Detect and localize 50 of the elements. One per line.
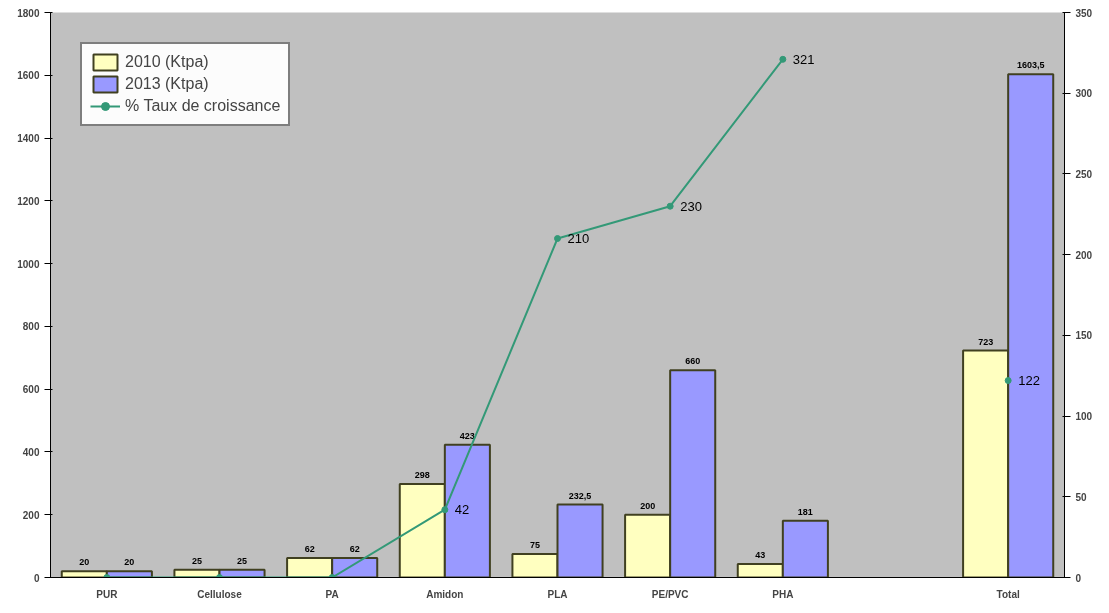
x-tick-label: PUR [96,588,119,600]
x-tick-label: Amidon [426,588,464,600]
y2-tick-label: 50 [1075,491,1088,503]
data-label: 122 [1018,373,1040,389]
data-label: 423 [459,430,475,441]
y2-tick-label: 250 [1075,168,1093,180]
data-label: 232,5 [568,490,592,501]
x-tick-label: PA [325,588,339,600]
y-tick-label: 600 [22,384,40,396]
y-tick-label: 200 [22,509,40,521]
y2-tick-label: 100 [1075,411,1093,423]
data-label: 723 [978,336,994,347]
data-label: 43 [755,550,766,560]
y-tick-label: 1800 [17,7,40,19]
x-tick-label: Total [996,588,1020,600]
x-tick-label: PHA [772,588,794,600]
x-tick-label: PE/PVC [651,588,689,600]
data-label: 62 [304,544,315,555]
y2-tick-label: 200 [1075,249,1093,261]
data-label: 42 [454,502,470,518]
data-label: 25 [237,555,248,566]
data-label: 62 [349,544,360,555]
legend-label: % Taux de croissance [125,97,281,115]
data-label: 75 [529,539,540,550]
data-label: 25 [191,555,202,566]
data-label: 181 [797,506,813,517]
y-tick-label: 1600 [17,70,40,82]
data-label: 321 [792,51,815,67]
data-label: 1603,5 [1016,60,1045,71]
x-tick-label: Cellulose [197,588,243,600]
y-tick-label: 800 [22,321,40,333]
y-tick-label: 400 [22,446,40,458]
y2-tick-label: 350 [1075,7,1093,19]
data-label: 660 [685,356,701,367]
x-tick-label: PLA [547,588,568,600]
data-label: 210 [567,231,590,246]
legend-label: 2013 (Ktpa) [125,75,209,93]
y-tick-label: 0 [33,572,40,584]
data-label: 230 [680,198,702,214]
y-tick-label: 1000 [17,258,40,270]
y2-tick-label: 0 [1075,572,1082,584]
data-label: 20 [124,557,135,568]
y-tick-label: 1200 [17,195,40,207]
y2-tick-label: 150 [1075,330,1093,342]
y2-tick-label: 300 [1075,88,1093,100]
data-label: 200 [640,500,656,511]
data-label: 298 [414,469,430,480]
data-label: 20 [79,557,90,568]
y-tick-label: 1400 [17,133,40,145]
legend-label: 2010 (Ktpa) [125,53,209,71]
